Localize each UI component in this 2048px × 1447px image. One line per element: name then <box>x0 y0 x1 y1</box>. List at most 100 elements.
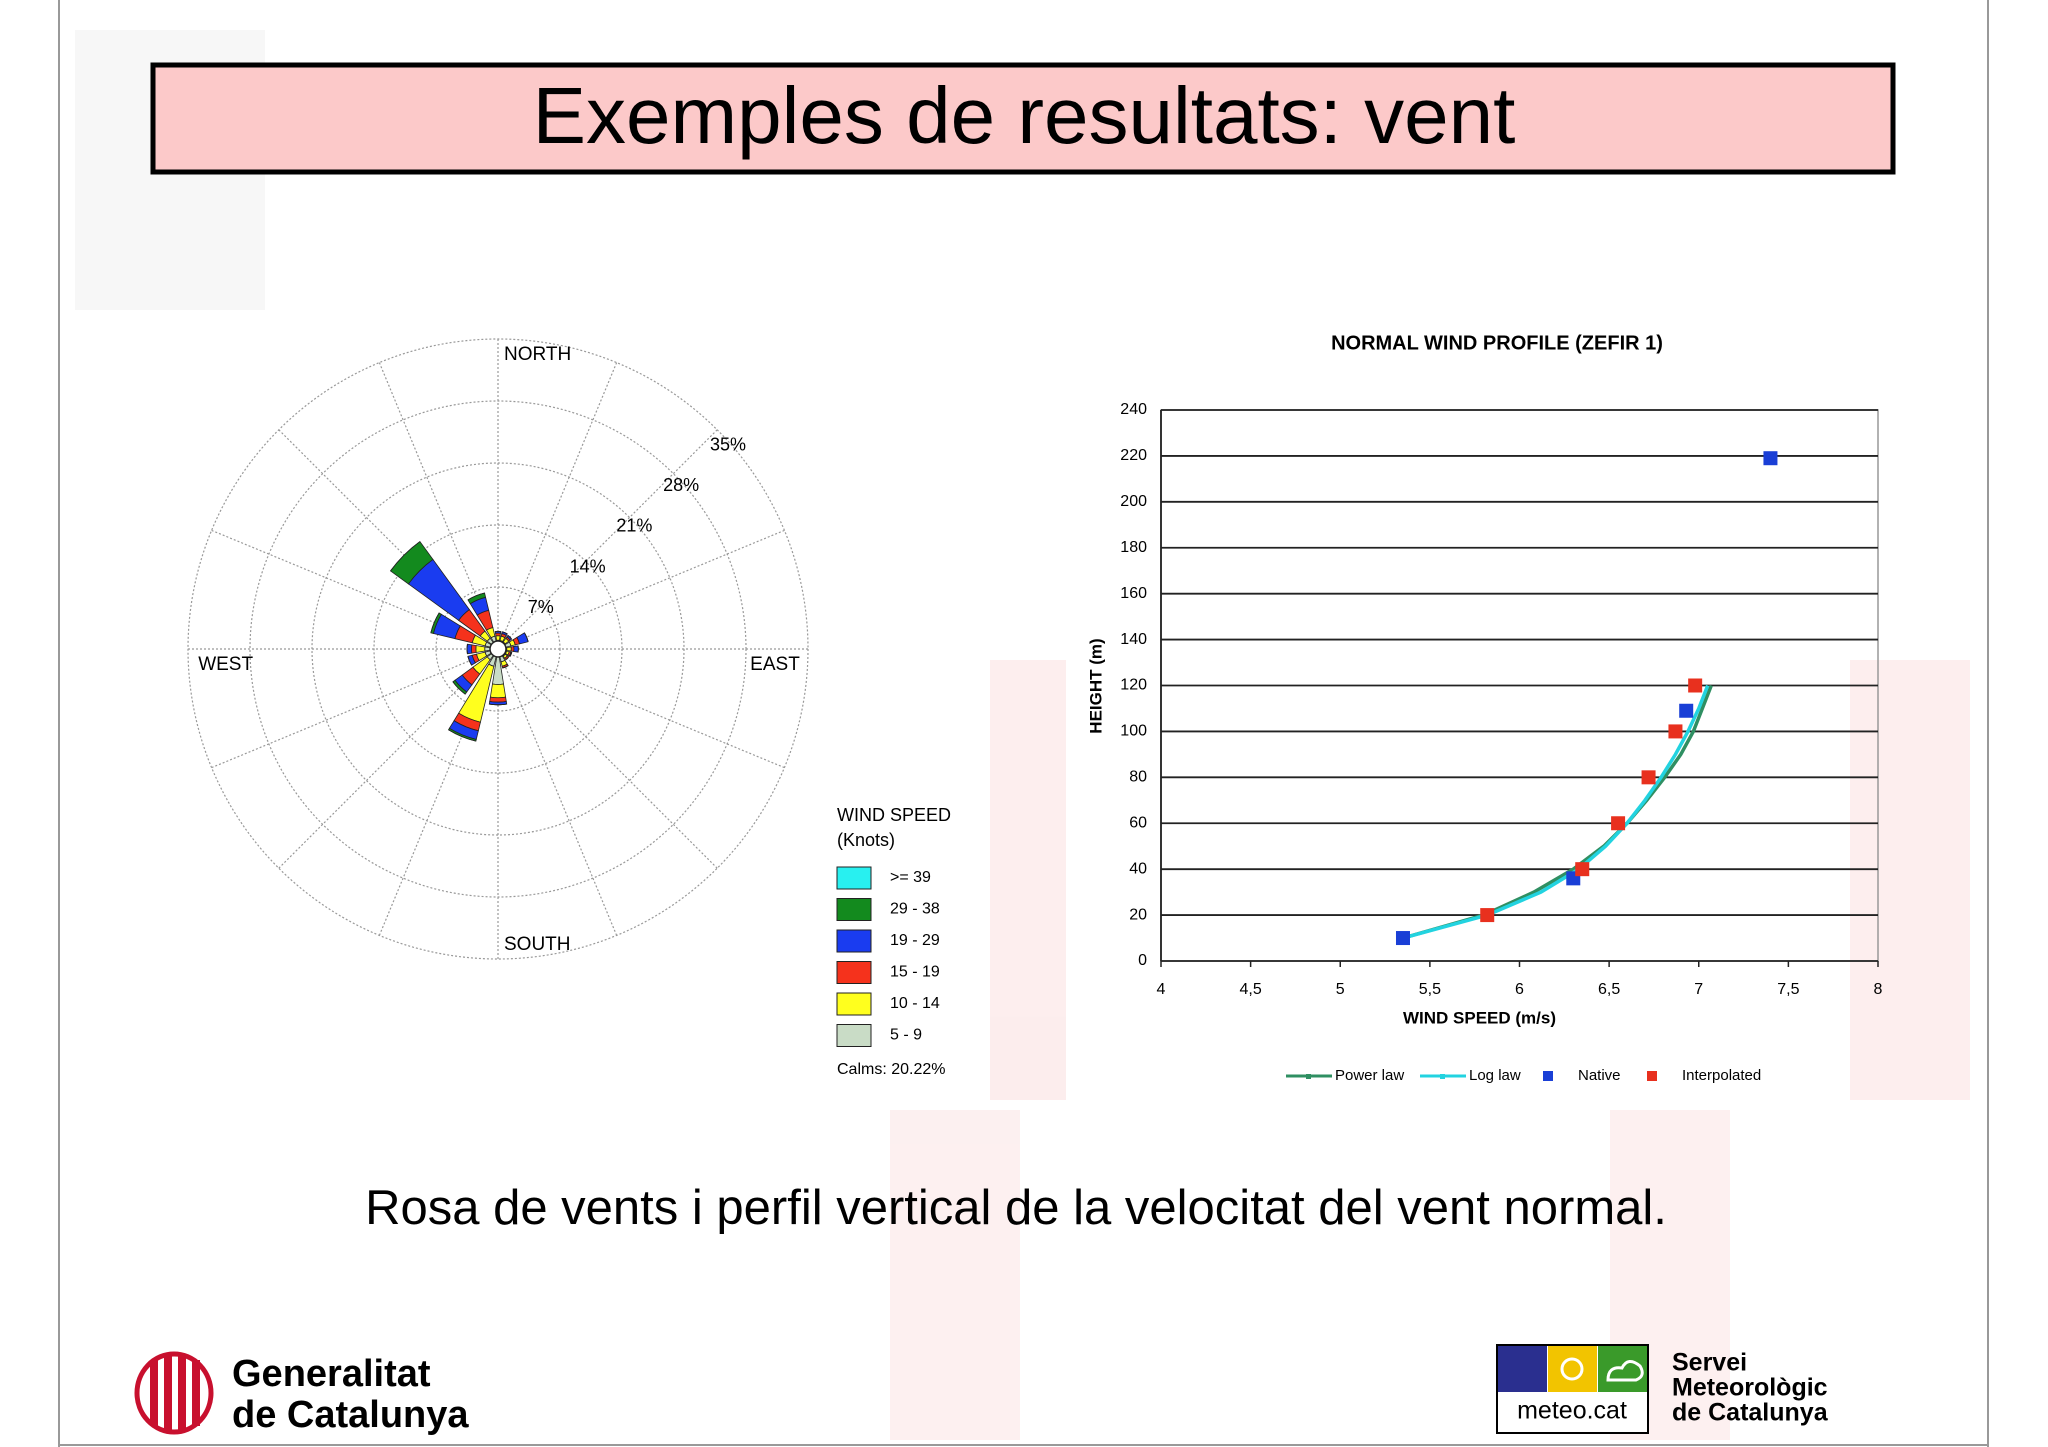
r-tick-label: 21% <box>616 516 652 536</box>
rose-segment <box>505 656 510 661</box>
legend-marker <box>1306 1074 1311 1079</box>
chart-title: NORMAL WIND PROFILE (ZEFIR 1) <box>1331 332 1663 354</box>
x-tick-label: 6 <box>1515 981 1524 998</box>
point-marker <box>1679 703 1694 718</box>
r-tick-label: 7% <box>528 597 554 617</box>
caption: Rosa de vents i perfil vertical de la ve… <box>365 1181 1667 1235</box>
point-marker <box>1688 678 1703 693</box>
legend-label: 15 - 19 <box>890 964 940 981</box>
r-tick-label: 14% <box>570 556 606 576</box>
x-tick-label: 5,5 <box>1419 981 1441 998</box>
rose-segment <box>506 646 512 652</box>
meteo-logo <box>1496 1344 1649 1434</box>
legend-label: Power law <box>1335 1067 1404 1084</box>
title-box <box>150 62 1896 175</box>
calms-label: Calms: 20.22% <box>837 1061 946 1078</box>
y-tick-label: 120 <box>1120 677 1147 694</box>
y-axis-title: HEIGHT (m) <box>1086 638 1105 733</box>
x-axis-title: WIND SPEED (m/s) <box>1403 1008 1556 1027</box>
x-tick-label: 8 <box>1874 981 1883 998</box>
rose-segment <box>475 645 486 653</box>
x-tick-label: 4 <box>1157 981 1166 998</box>
footer-text: Generalitat <box>232 1353 431 1395</box>
legend-label: Interpolated <box>1682 1067 1761 1084</box>
rose-segment <box>489 703 507 706</box>
rose-segment <box>507 635 512 640</box>
rose-segment <box>448 729 476 742</box>
rose-segment <box>467 656 472 666</box>
direction-label: NORTH <box>504 344 571 365</box>
y-tick-label: 0 <box>1138 952 1147 969</box>
generalitat-logo <box>134 1351 214 1435</box>
legend-marker <box>1647 1071 1657 1081</box>
rose-panel <box>100 310 990 1110</box>
y-tick-label: 240 <box>1120 401 1147 418</box>
rose-segment <box>430 612 440 633</box>
legend-swatch <box>836 992 872 1016</box>
decor <box>890 1110 1020 1440</box>
legend-title: (Knots) <box>837 830 895 850</box>
r-tick-label: 28% <box>663 475 699 495</box>
logo-stripe <box>192 1360 200 1426</box>
legend-title: WIND SPEED <box>837 805 951 825</box>
y-tick-label: 160 <box>1120 585 1147 602</box>
legend-label: Native <box>1578 1067 1621 1084</box>
profile-panel <box>1066 320 1848 1101</box>
logo-stripe <box>178 1356 186 1430</box>
rose-segment <box>524 632 529 642</box>
footer-text: de Catalunya <box>232 1394 469 1436</box>
rose-segment <box>489 683 507 699</box>
legend-label: 19 - 29 <box>890 932 940 949</box>
legend-swatch <box>836 1024 872 1047</box>
y-tick-label: 200 <box>1120 493 1147 510</box>
legend-marker <box>1543 1071 1553 1081</box>
legend-label: 5 - 9 <box>890 1027 922 1044</box>
legend-swatch <box>836 898 872 921</box>
legend-marker <box>1440 1074 1445 1079</box>
x-tick-label: 7 <box>1694 981 1703 998</box>
decor <box>990 660 1080 1100</box>
y-tick-label: 100 <box>1120 723 1147 740</box>
rose-segment <box>502 665 509 669</box>
logo-label: meteo.cat <box>1517 1397 1627 1425</box>
logo-sun <box>1560 1357 1584 1381</box>
x-tick-label: 7,5 <box>1777 981 1799 998</box>
logo-stripe <box>164 1356 172 1430</box>
legend-label: Log law <box>1469 1067 1521 1084</box>
logo-stripe <box>150 1360 158 1426</box>
y-tick-label: 60 <box>1129 814 1147 831</box>
rose-segment <box>467 592 485 601</box>
x-tick-label: 5 <box>1336 981 1345 998</box>
x-tick-label: 6,5 <box>1598 981 1620 998</box>
logo-cloud <box>1606 1360 1644 1382</box>
y-tick-label: 220 <box>1120 447 1147 464</box>
direction-label: SOUTH <box>504 934 571 955</box>
footer-text: Meteorològic <box>1672 1374 1828 1402</box>
point-marker <box>1611 816 1626 831</box>
rose-segment <box>489 696 507 703</box>
logo-tile <box>1548 1346 1597 1392</box>
slide-title: Exemples de resultats: vent <box>533 71 1516 160</box>
direction-label: EAST <box>750 654 800 675</box>
legend-swatch <box>836 866 872 890</box>
point-marker <box>1763 451 1778 466</box>
y-tick-label: 80 <box>1129 769 1147 786</box>
logo-tile <box>1498 1346 1547 1392</box>
series-line <box>1402 684 1710 940</box>
point-marker <box>1480 908 1495 923</box>
x-tick-label: 4,5 <box>1240 981 1262 998</box>
legend-swatch <box>836 961 872 984</box>
point-marker <box>1575 862 1590 877</box>
footer-text: de Catalunya <box>1672 1399 1829 1427</box>
point-marker <box>1641 770 1656 785</box>
y-tick-label: 20 <box>1129 906 1147 923</box>
footer-text: Servei <box>1672 1349 1747 1377</box>
direction-label: WEST <box>198 654 253 675</box>
rose-segment <box>471 644 477 654</box>
point-marker <box>1395 931 1410 946</box>
rose-segment <box>495 635 501 641</box>
legend-label: 29 - 38 <box>890 901 940 918</box>
legend-label: 10 - 14 <box>890 995 940 1012</box>
